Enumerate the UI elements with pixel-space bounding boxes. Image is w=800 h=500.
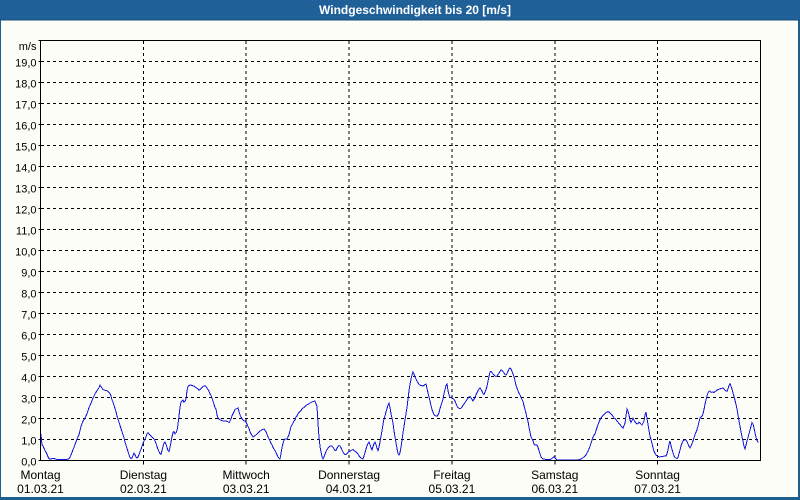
svg-text:Mittwoch: Mittwoch bbox=[223, 468, 270, 482]
svg-text:6,0: 6,0 bbox=[21, 331, 36, 343]
svg-text:Dienstag: Dienstag bbox=[120, 468, 167, 482]
svg-text:Windgeschwindigkeit bis 20 [m/: Windgeschwindigkeit bis 20 [m/s] bbox=[319, 3, 511, 17]
svg-text:m/s: m/s bbox=[19, 41, 37, 53]
svg-text:0,0: 0,0 bbox=[21, 457, 36, 469]
svg-text:11,0: 11,0 bbox=[16, 226, 37, 238]
svg-text:Donnerstag: Donnerstag bbox=[318, 468, 380, 482]
svg-text:17,0: 17,0 bbox=[15, 100, 36, 112]
svg-text:2,0: 2,0 bbox=[21, 415, 36, 427]
svg-text:4,0: 4,0 bbox=[21, 373, 36, 385]
svg-text:19,0: 19,0 bbox=[15, 58, 36, 70]
svg-text:Samstag: Samstag bbox=[531, 468, 578, 482]
svg-text:14,0: 14,0 bbox=[15, 163, 36, 175]
svg-text:Montag: Montag bbox=[20, 468, 60, 482]
svg-text:5,0: 5,0 bbox=[21, 352, 36, 364]
svg-text:03.03.21: 03.03.21 bbox=[223, 482, 270, 496]
svg-text:04.03.21: 04.03.21 bbox=[326, 482, 373, 496]
svg-text:16,0: 16,0 bbox=[15, 121, 36, 133]
svg-text:3,0: 3,0 bbox=[21, 394, 36, 406]
svg-text:12,0: 12,0 bbox=[15, 205, 36, 217]
svg-text:07.03.21: 07.03.21 bbox=[634, 482, 681, 496]
svg-text:05.03.21: 05.03.21 bbox=[429, 482, 476, 496]
svg-text:02.03.21: 02.03.21 bbox=[120, 482, 167, 496]
svg-text:13,0: 13,0 bbox=[15, 184, 36, 196]
svg-text:Sonntag: Sonntag bbox=[635, 468, 680, 482]
svg-text:7,0: 7,0 bbox=[21, 310, 36, 322]
svg-text:1,0: 1,0 bbox=[21, 436, 36, 448]
svg-text:8,0: 8,0 bbox=[21, 289, 36, 301]
svg-text:9,0: 9,0 bbox=[21, 268, 36, 280]
svg-text:18,0: 18,0 bbox=[15, 79, 36, 91]
svg-text:15,0: 15,0 bbox=[15, 142, 36, 154]
svg-text:10,0: 10,0 bbox=[15, 247, 36, 259]
svg-text:01.03.21: 01.03.21 bbox=[17, 482, 64, 496]
svg-text:Freitag: Freitag bbox=[433, 468, 470, 482]
svg-text:06.03.21: 06.03.21 bbox=[531, 482, 578, 496]
